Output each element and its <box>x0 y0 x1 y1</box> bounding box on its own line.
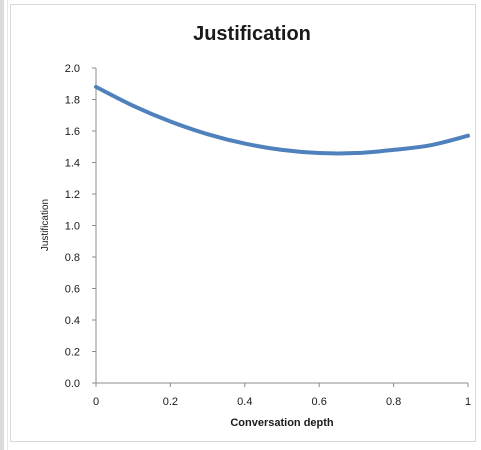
y-tick-label: 1.0 <box>65 221 80 233</box>
y-tick-label: 1.2 <box>65 189 80 201</box>
x-axis-label: Conversation depth <box>230 417 334 429</box>
y-axis: 0.0 0.2 0.4 0.6 0.8 1.0 1.2 1.4 1.6 1.8 2.0 <box>65 63 97 390</box>
y-tick-label: 0.0 <box>65 378 80 390</box>
y-tick-label: 2.0 <box>65 63 80 75</box>
left-edge-shadow <box>0 0 4 450</box>
y-tick-label: 0.6 <box>65 284 80 296</box>
x-axis: 0 0.2 0.4 0.6 0.8 1 <box>93 382 471 408</box>
chart-frame <box>10 4 476 442</box>
x-tick-label: 0 <box>93 396 99 408</box>
y-tick-label: 0.4 <box>65 315 80 327</box>
y-tick-label: 0.2 <box>65 347 80 359</box>
chart-title: Justification <box>193 23 311 45</box>
x-tick-label: 0.2 <box>163 396 178 408</box>
y-tick-label: 0.8 <box>65 252 80 264</box>
left-edge-line <box>7 0 8 450</box>
y-axis-label: Justification <box>40 199 51 251</box>
x-tick-label: 0.8 <box>386 396 401 408</box>
series-line <box>94 84 470 156</box>
y-tick-label: 1.6 <box>65 126 80 138</box>
y-tick-label: 1.4 <box>65 158 80 170</box>
y-tick-label: 1.8 <box>65 95 80 107</box>
x-tick-label: 0.6 <box>312 396 327 408</box>
x-tick-label: 0.4 <box>237 396 252 408</box>
x-tick-label: 1 <box>465 396 471 408</box>
series-group <box>94 84 470 156</box>
